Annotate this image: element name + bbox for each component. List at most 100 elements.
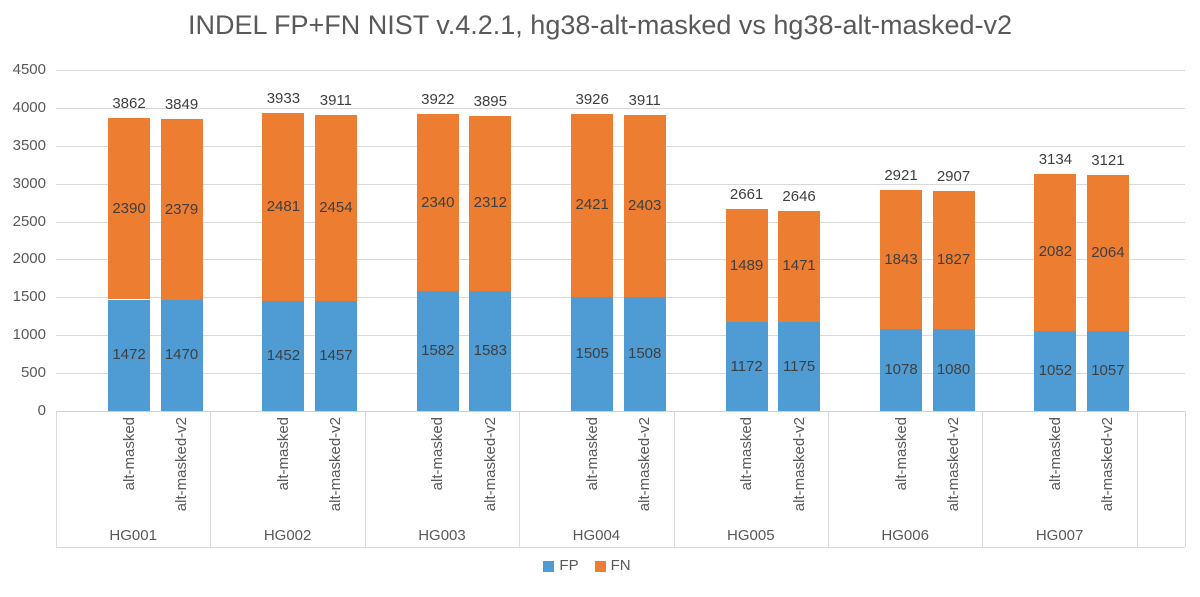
bar-category-label: alt-masked [892,417,910,491]
fn-value-label: 2403 [628,196,662,214]
category-band-bottom-border [56,547,1185,548]
y-axis-tick-label: 1500 [12,288,46,306]
y-axis-tick-label: 0 [37,402,46,419]
bar-category-label: alt-masked [274,417,292,491]
bar-segment-fn [1086,174,1129,331]
bar-category-label: alt-masked-v2 [790,417,808,512]
y-axis-tick-label: 3000 [12,174,46,192]
total-value-label: 2921 [884,166,918,184]
fp-value-label: 1078 [884,361,918,379]
bar-category-label: alt-masked [583,417,601,491]
bar-category-label: alt-masked-v2 [1099,417,1117,512]
bar-category-label-box: alt-masked [726,417,768,529]
gridline [56,297,1185,299]
y-axis-tick-label: 3500 [12,136,46,154]
fn-value-label: 1827 [936,250,971,268]
bar-segment-fp [571,297,614,411]
bar-segment-fn [1034,173,1077,332]
bar-category-label-box: alt-masked [108,417,150,529]
fn-value-label: 1489 [729,256,764,274]
y-axis-tick-label: 1000 [12,326,46,344]
fn-value-label: 2064 [1091,243,1125,261]
total-value-label: 3134 [1038,150,1073,168]
bar-category-label-box: alt-masked-v2 [315,417,357,529]
fn-value-label: 2454 [319,198,353,216]
total-value-label: 3895 [473,92,507,110]
bar-segment-fn [262,113,305,301]
bar-category-label: alt-masked-v2 [636,417,654,512]
bar-segment-fn [725,209,768,323]
total-value-label: 2661 [729,186,764,204]
bar-segment-fn [469,115,512,291]
total-value-label: 3862 [112,95,146,113]
bar-segment-fp [416,291,459,411]
y-axis-tick-label: 4500 [12,61,46,78]
bar-segment-fn [108,118,150,300]
bar-category-label-box: alt-masked-v2 [778,417,820,529]
fn-value-label: 2390 [112,199,146,217]
bar-segment-fp [880,329,922,411]
group-label: HG007 [1035,527,1084,544]
legend-label: FP [559,557,579,574]
fn-value-label: 2340 [421,193,455,211]
bar-segment-fn [623,114,666,297]
bar-category-label-box: alt-masked-v2 [161,417,203,529]
gridline [56,259,1185,261]
bar-category-label: alt-masked-v2 [945,417,962,512]
bar-category-label-box: alt-masked-v2 [933,417,975,529]
bar-segment-fp [932,329,975,411]
category-separator [56,411,57,547]
total-value-label: 2646 [782,187,816,205]
legend-item-fp: FP [543,557,579,574]
bar-category-label-box: alt-masked [262,417,304,529]
bar-segment-fp [314,300,357,411]
fp-value-label: 1175 [782,357,816,375]
bar-category-label-box: alt-masked-v2 [469,417,511,529]
total-value-label: 3121 [1091,151,1125,169]
x-axis-line [56,411,1185,412]
category-separator [982,411,984,547]
gridline [56,373,1185,375]
bar-segment-fn [314,114,357,301]
bar-segment-fp [1086,330,1129,411]
gridline [56,107,1185,109]
bar-category-label: alt-masked-v2 [481,417,499,512]
bar-segment-fn [571,113,614,297]
fp-value-label: 1080 [936,361,971,379]
bar-segment-fn [880,189,922,330]
gridline [56,70,1185,71]
fn-value-label: 1843 [884,250,918,268]
bar-segment-fp [108,299,150,411]
group-label: HG006 [881,527,929,544]
total-value-label: 3926 [575,90,609,108]
category-separator [210,411,212,547]
bar-segment-fn [160,119,203,300]
total-value-label: 3922 [421,90,455,108]
fn-value-label: 2312 [473,194,507,212]
chart-title: INDEL FP+FN NIST v.4.2.1, hg38-alt-maske… [187,10,1013,40]
fp-value-label: 1582 [421,342,455,360]
total-value-label: 3911 [319,91,353,109]
fp-value-label: 1057 [1091,362,1125,379]
fp-value-label: 1457 [319,346,353,364]
y-axis-tick-label: 2000 [12,250,46,268]
bar-category-label: alt-masked-v2 [327,417,345,512]
category-separator [519,411,521,547]
bar-category-label-box: alt-masked [417,417,459,529]
bar-category-label-box: alt-masked [880,417,922,529]
legend: FP FN [0,557,1174,575]
category-separator [828,411,829,547]
group-label: HG002 [263,527,312,544]
bar-segment-fp [160,299,203,411]
fp-value-label: 1505 [575,345,609,362]
gridline [56,183,1185,185]
bar-segment-fp [623,296,666,411]
bar-category-label-box: alt-masked [571,417,613,529]
fn-value-label: 2481 [266,198,301,215]
bar-segment-fp [469,291,512,411]
legend-swatch-fn [594,560,606,572]
bar-category-label: alt-masked [120,417,138,491]
gridline [56,335,1185,337]
category-separator [1136,411,1138,547]
